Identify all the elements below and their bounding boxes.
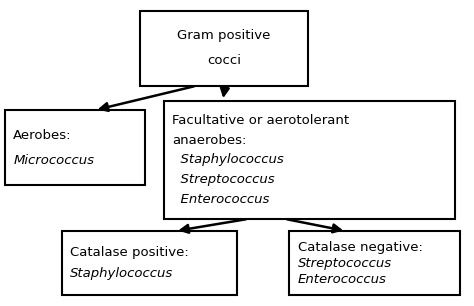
Text: Gram positive: Gram positive (177, 29, 271, 42)
Text: Enterococcus: Enterococcus (298, 273, 387, 286)
Text: anaerobes:: anaerobes: (172, 134, 246, 147)
Bar (164, 101, 455, 219)
Text: Enterococcus: Enterococcus (172, 193, 269, 206)
Bar (140, 11, 308, 86)
Text: cocci: cocci (207, 54, 241, 67)
Text: Staphylococcus: Staphylococcus (70, 267, 173, 280)
Text: Streptococcus: Streptococcus (298, 257, 392, 270)
Bar (62, 231, 237, 295)
Text: Aerobes:: Aerobes: (13, 129, 72, 142)
Text: Micrococcus: Micrococcus (13, 154, 94, 167)
Text: Catalase negative:: Catalase negative: (298, 241, 422, 254)
Text: Streptococcus: Streptococcus (172, 173, 275, 186)
Bar (5, 110, 145, 185)
Text: Staphylococcus: Staphylococcus (172, 153, 284, 166)
Text: Facultative or aerotolerant: Facultative or aerotolerant (172, 114, 349, 127)
Text: Catalase positive:: Catalase positive: (70, 246, 189, 259)
Bar (289, 231, 460, 295)
